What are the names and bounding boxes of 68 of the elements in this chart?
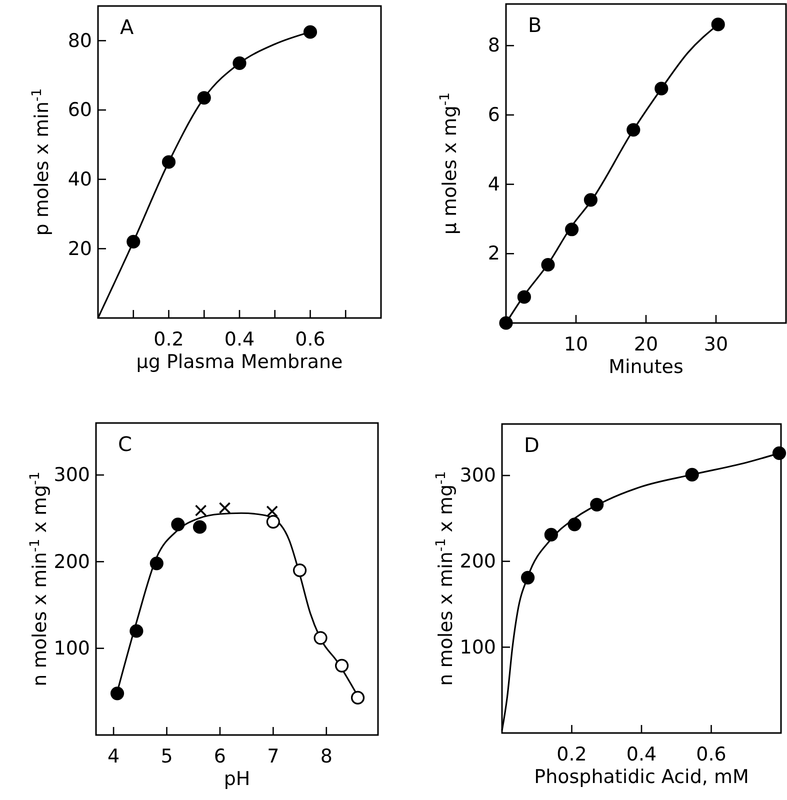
x-axis-title: Phosphatidic Acid, mM [534, 766, 749, 788]
text: D [524, 433, 540, 457]
x-tick-label: 8 [320, 745, 332, 768]
point [130, 624, 144, 638]
x-tick-label: 7 [267, 745, 280, 768]
y-tick-label: 4 [488, 173, 500, 196]
point [499, 316, 513, 330]
point [303, 25, 318, 39]
point [314, 631, 328, 645]
x-tick-label: 0.4 [224, 328, 255, 350]
point [568, 518, 582, 532]
text: B [528, 13, 542, 37]
point [711, 18, 725, 32]
point [590, 498, 604, 512]
x-tick-label: 0.2 [154, 328, 184, 350]
x-tick-label: 0.6 [696, 743, 726, 766]
y-tick-label: 300 [54, 464, 90, 486]
text: C [118, 432, 132, 456]
point [292, 564, 307, 578]
y-tick-label: 8 [488, 34, 500, 57]
point [110, 686, 124, 700]
point [266, 515, 280, 529]
point [584, 193, 598, 207]
point [192, 520, 207, 534]
point [626, 123, 640, 137]
y-tick-label: 6 [488, 104, 500, 126]
point [521, 570, 535, 584]
x-tick-label: 0.2 [556, 743, 587, 766]
y-tick-label: 200 [54, 550, 90, 573]
point [335, 658, 349, 672]
point [171, 518, 185, 532]
point [126, 234, 140, 249]
x-tick-label: 30 [704, 333, 728, 356]
y-tick-label: 100 [460, 636, 496, 658]
x-tick-label: 5 [160, 745, 173, 768]
point [232, 56, 246, 70]
x-tick-label: 0.4 [626, 743, 657, 766]
y-tick-label: 20 [68, 238, 92, 260]
y-tick-label: 300 [460, 464, 496, 487]
text: A [120, 15, 134, 39]
y-tick-label: 80 [68, 30, 92, 52]
point [654, 82, 668, 96]
x-tick-label: 10 [564, 333, 588, 356]
point [565, 222, 579, 236]
point [197, 91, 211, 105]
point [266, 506, 278, 518]
point [150, 556, 164, 570]
y-tick-label: 60 [68, 99, 92, 122]
point [772, 446, 786, 460]
point [685, 468, 699, 482]
x-tick-label: 0.6 [295, 328, 326, 350]
x-axis-title: μg Plasma Membrane [136, 351, 343, 373]
y-tick-label: 40 [68, 168, 92, 190]
y-tick-label: 2 [488, 242, 500, 265]
y-tick-label: 200 [460, 550, 496, 572]
point [517, 290, 531, 304]
point [218, 502, 231, 514]
x-tick-label: 6 [214, 745, 226, 768]
x-axis-title: pH [224, 768, 250, 790]
point [544, 528, 558, 542]
point [162, 155, 176, 169]
x-tick-label: 4 [108, 745, 120, 768]
point [194, 504, 207, 516]
y-tick-label: 100 [54, 637, 90, 660]
point [541, 258, 555, 272]
x-axis-title: Minutes [608, 356, 684, 378]
point [350, 690, 365, 705]
x-tick-label: 20 [634, 333, 658, 356]
